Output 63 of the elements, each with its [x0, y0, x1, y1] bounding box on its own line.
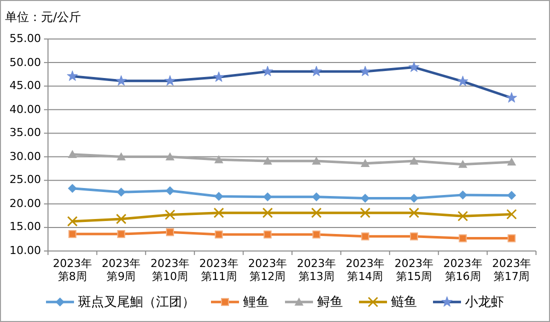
point [410, 156, 418, 165]
legend-label: 鲢鱼 [391, 295, 417, 310]
point [166, 228, 174, 236]
y-tick-label: 40.00 [8, 102, 41, 116]
point [116, 152, 126, 160]
point [408, 208, 420, 218]
point [507, 157, 516, 166]
point [458, 190, 468, 200]
y-tick-label: 55.00 [8, 32, 41, 45]
x-tick-label: 2023年第16周 [442, 257, 484, 283]
point [311, 208, 322, 218]
legend-label: 鲟鱼 [317, 295, 343, 310]
point [214, 192, 224, 201]
point [164, 209, 176, 220]
point [312, 156, 321, 165]
point [312, 230, 320, 239]
point [116, 188, 126, 197]
point [506, 209, 517, 220]
point [410, 232, 418, 240]
point [67, 216, 78, 227]
y-tick-label: 25.00 [8, 173, 41, 186]
point [166, 186, 174, 196]
x-tick-label: 2023年第15周 [394, 257, 434, 283]
point [166, 152, 174, 160]
legend-label: 鲤鱼 [243, 295, 269, 310]
point [117, 230, 126, 238]
point [508, 234, 516, 242]
point [507, 190, 516, 200]
legend-label: 小龙虾 [465, 295, 504, 310]
y-tick-label: 30.00 [8, 150, 41, 163]
point [68, 230, 76, 238]
point [263, 156, 272, 165]
y-tick-label: 50.00 [8, 56, 41, 69]
x-tick-label: 2023年第13周 [296, 257, 337, 283]
point [214, 208, 224, 218]
point [361, 232, 370, 240]
x-tick-label: 2023年第12周 [247, 257, 288, 283]
y-tick-label: 35.00 [8, 126, 41, 140]
y-tick-label: 10.00 [8, 244, 41, 257]
x-tick-label: 2023年第9周 [100, 257, 142, 283]
point [264, 230, 272, 239]
point [360, 158, 370, 167]
x-tick-label: 2023年第10周 [150, 257, 190, 283]
x-tick-label: 2023年第14周 [344, 257, 386, 283]
point [410, 194, 418, 203]
point [458, 234, 467, 242]
y-tick-label: 15.00 [8, 220, 41, 234]
point [458, 210, 468, 222]
x-tick-label: 2023年第17周 [491, 257, 532, 283]
point [360, 208, 370, 218]
x-tick-label: 2023年第11周 [198, 257, 240, 283]
point [68, 150, 77, 158]
point [458, 160, 468, 168]
legend-label: 斑点叉尾鮰（江团） [78, 295, 195, 310]
point [262, 208, 273, 218]
point [116, 214, 126, 224]
point [68, 184, 77, 193]
y-axis-title: 单位：元/公斤 [5, 9, 82, 26]
y-tick-label: 45.00 [8, 79, 41, 92]
point [214, 155, 224, 164]
y-tick-label: 20.00 [8, 196, 41, 210]
x-tick-label: 2023年第8周 [52, 257, 93, 283]
point [214, 230, 223, 239]
